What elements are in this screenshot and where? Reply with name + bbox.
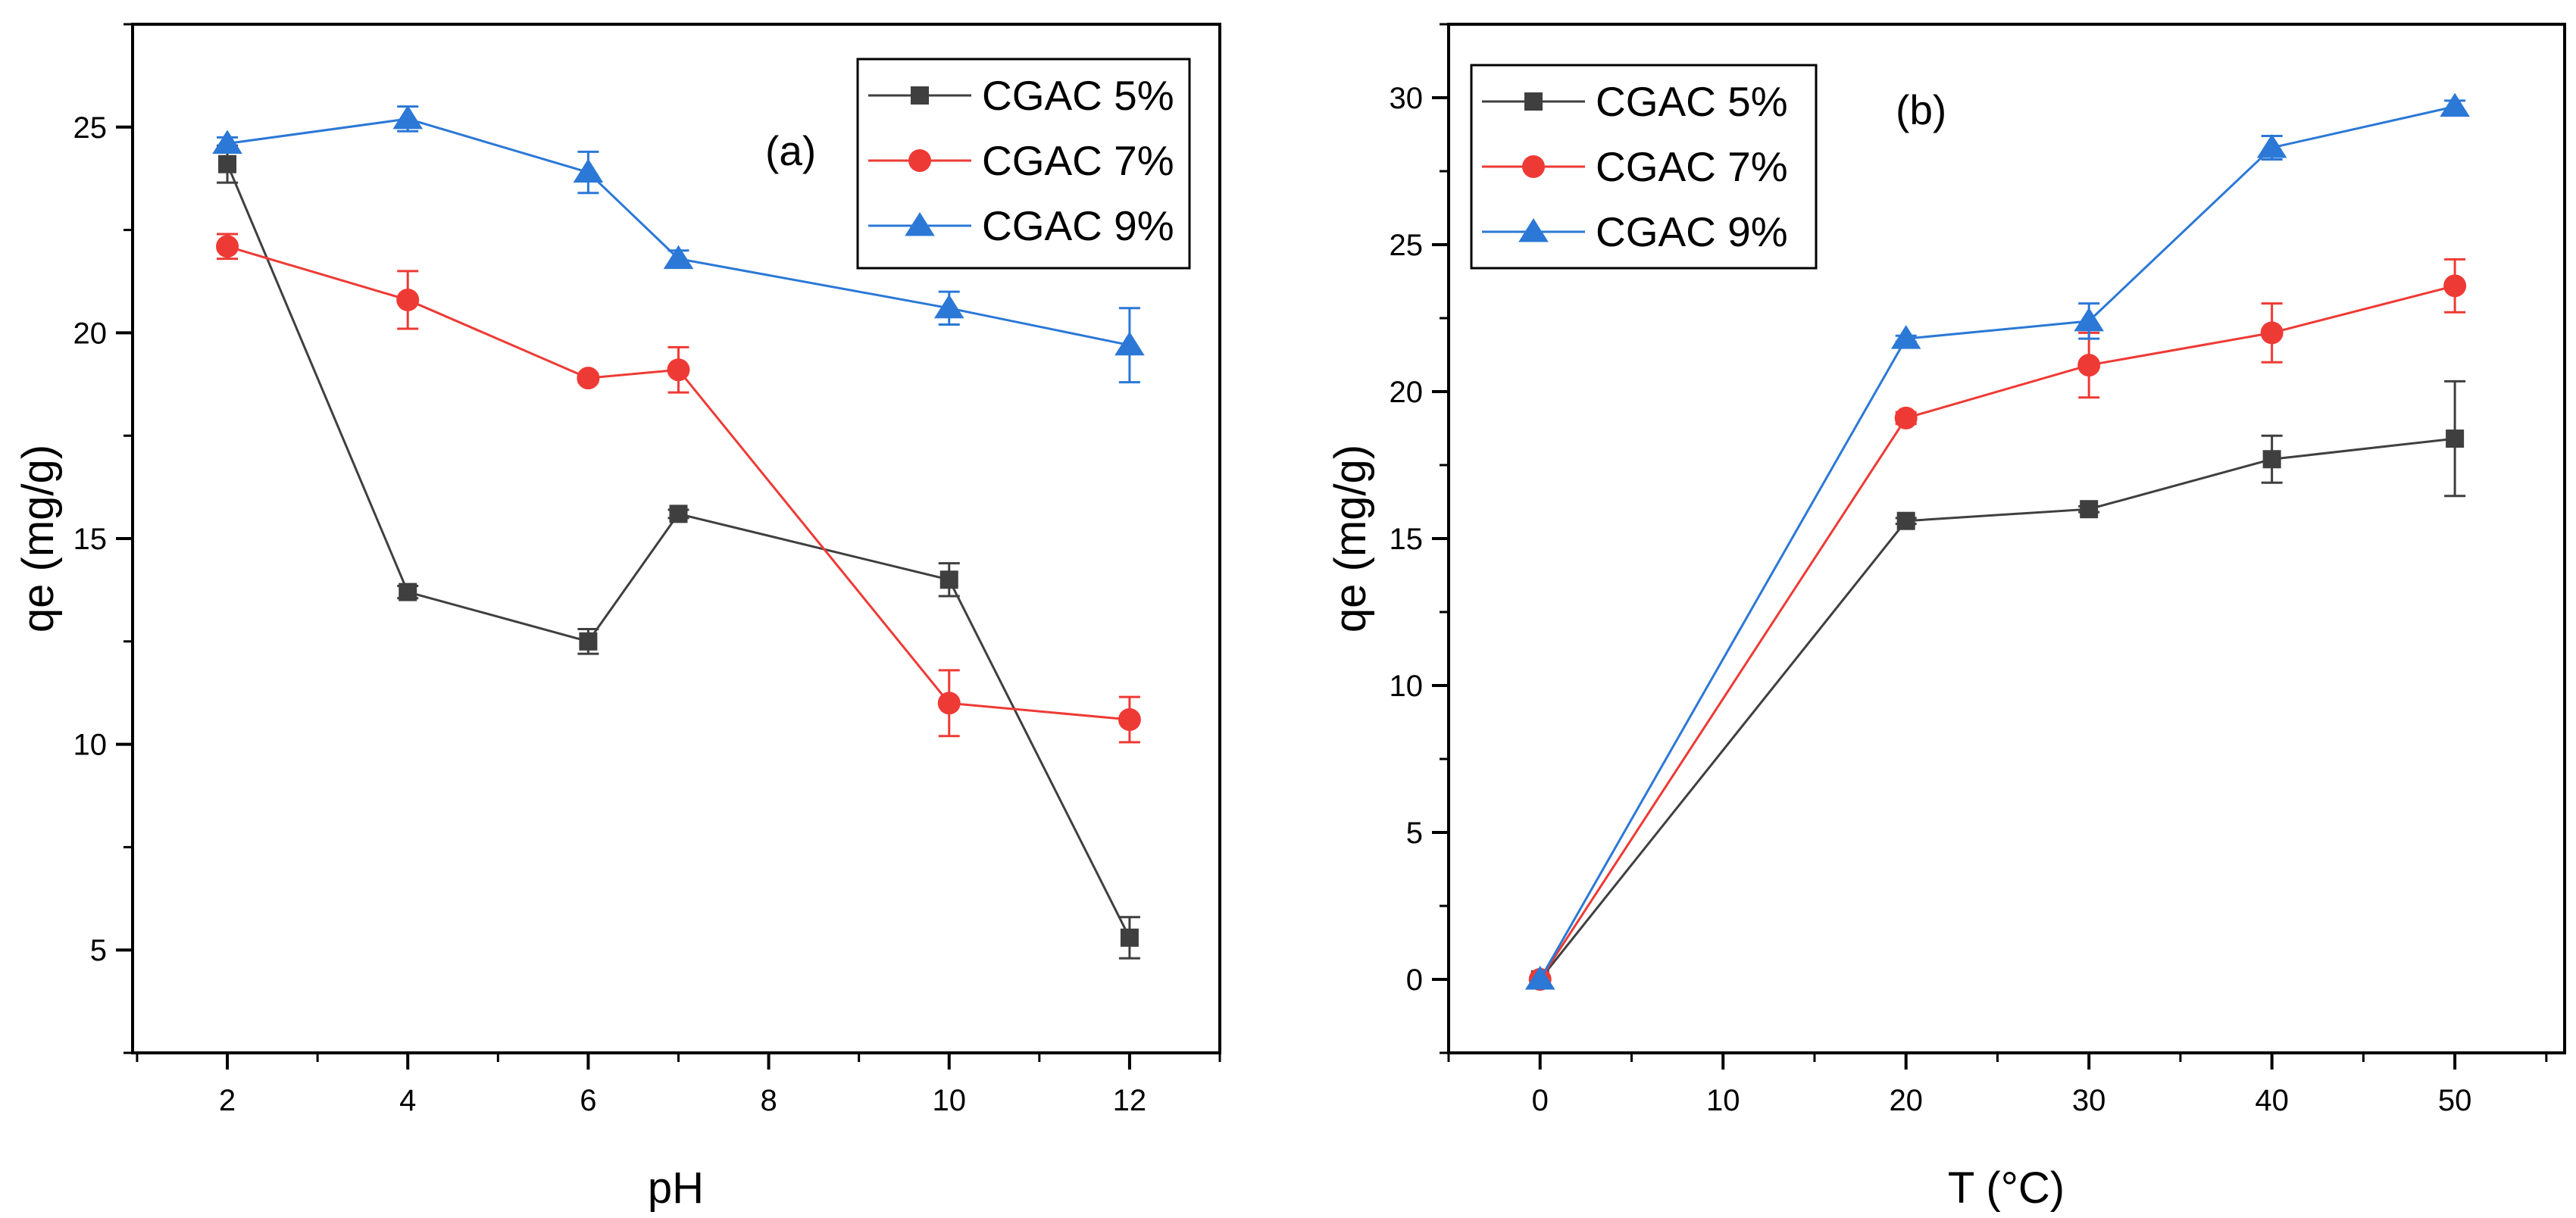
series-line [227, 245, 1130, 721]
data-point [1894, 406, 1918, 429]
legend-label: CGAC 5% [1596, 78, 1788, 125]
y-tick-label: 20 [1390, 376, 1424, 409]
data-point [2256, 133, 2287, 158]
legend-marker [908, 149, 931, 172]
legend-marker [1522, 155, 1545, 178]
series-cgac-5- [217, 144, 1140, 960]
x-tick-label: 50 [2438, 1084, 2472, 1117]
series-line [1539, 437, 2456, 980]
series-line [227, 117, 1130, 347]
data-point [579, 632, 598, 651]
data-point [392, 105, 424, 130]
series-cgac-9- [1524, 92, 2470, 990]
panel-label: (a) [765, 127, 816, 174]
y-tick-label: 30 [1390, 82, 1424, 115]
data-point [1120, 928, 1139, 947]
legend: CGAC 5% CGAC 7% CGAC 9% [1470, 64, 1818, 270]
legend: CGAC 5% CGAC 7% CGAC 9% [856, 58, 1191, 270]
data-point [2443, 274, 2467, 298]
legend-label: CGAC 9% [982, 202, 1174, 249]
x-tick-label: 2 [219, 1084, 236, 1117]
data-point [396, 288, 420, 311]
legend-label: CGAC 7% [1596, 143, 1788, 190]
series-cgac-5- [1530, 379, 2466, 988]
legend-label: CGAC 7% [982, 137, 1174, 184]
x-tick-label: 30 [2072, 1084, 2106, 1117]
data-point [1114, 331, 1145, 356]
y-tick-label: 10 [73, 729, 108, 762]
data-point [669, 504, 688, 523]
data-point [577, 367, 600, 390]
data-point [937, 692, 961, 715]
y-tick-label: 0 [1406, 963, 1423, 997]
series-cgac-7- [1528, 258, 2467, 991]
x-tick-label: 0 [1532, 1084, 1549, 1117]
panel-label: (b) [1896, 86, 1946, 133]
series-cgac-9- [212, 105, 1145, 384]
legend-marker [1518, 218, 1549, 242]
data-point [939, 570, 958, 589]
y-tick-label: 25 [73, 111, 108, 145]
data-point [2080, 500, 2099, 519]
data-point [212, 130, 242, 155]
x-axis-title: pH [648, 1163, 704, 1213]
legend-marker [905, 212, 935, 236]
data-point [1524, 966, 1555, 990]
x-tick-label: 40 [2255, 1084, 2289, 1117]
y-axis-title: qe (mg/g) [14, 445, 63, 632]
legend-label: CGAC 5% [982, 72, 1174, 119]
data-point [933, 294, 964, 319]
y-tick-label: 5 [1406, 817, 1423, 850]
y-tick-label: 25 [1390, 229, 1424, 262]
data-point [1890, 325, 1921, 349]
data-point [573, 158, 604, 183]
series-line [226, 164, 1131, 938]
y-tick-label: 15 [73, 523, 108, 556]
x-axis-title: T (°C) [1948, 1163, 2065, 1213]
y-tick-label: 20 [73, 317, 108, 350]
chart-panel-b: 0 10 20 30 40 50 0 5 10 15 20 25 30 T (°C) qe (mg/g) (b… [1326, 23, 2566, 1213]
x-tick-label: 6 [580, 1084, 596, 1117]
data-point [216, 235, 239, 258]
data-point [2262, 450, 2281, 469]
data-point [399, 582, 417, 601]
y-tick-label: 10 [1390, 670, 1424, 703]
x-tick-label: 20 [1889, 1084, 1923, 1117]
series-cgac-7- [216, 233, 1141, 744]
y-tick-label: 5 [90, 934, 107, 967]
y-tick-label: 15 [1390, 523, 1424, 556]
data-point [667, 358, 690, 382]
data-point [2446, 429, 2465, 448]
legend-marker [1524, 92, 1543, 111]
data-point [2260, 321, 2284, 345]
data-point [1896, 511, 1915, 530]
series-line [1539, 284, 2456, 980]
data-point [2077, 354, 2101, 377]
data-point [218, 155, 237, 173]
x-tick-label: 12 [1113, 1084, 1147, 1117]
legend-label: CGAC 9% [1596, 208, 1788, 255]
x-tick-label: 8 [760, 1084, 777, 1117]
data-point [2074, 307, 2104, 332]
data-point [2440, 92, 2470, 117]
x-tick-label: 4 [399, 1084, 416, 1117]
data-point [663, 245, 694, 270]
data-point [1118, 708, 1141, 732]
x-tick-label: 10 [1706, 1084, 1740, 1117]
x-tick-label: 10 [932, 1084, 966, 1117]
y-axis-title: qe (mg/g) [1326, 445, 1375, 632]
legend-marker [911, 86, 929, 105]
